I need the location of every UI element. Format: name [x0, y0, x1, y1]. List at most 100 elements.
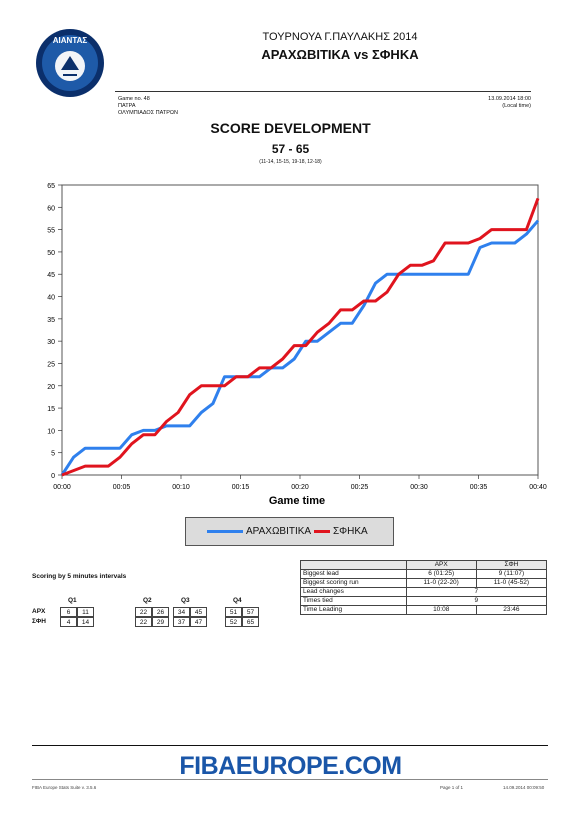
- stats-value-team-a: 6 (01:25): [405, 569, 477, 579]
- stats-header-team-a: ΑΡΧ: [405, 560, 477, 570]
- interval-team-label: ΣΦΗ: [32, 618, 46, 625]
- print-timestamp: 14.09.2014 00:09:50: [503, 785, 545, 790]
- y-tick-label: 60: [47, 205, 55, 212]
- series-line-team-a: [60, 219, 540, 476]
- local-time-note: (Local time): [502, 103, 531, 109]
- stats-label: Biggest scoring run: [300, 578, 407, 588]
- y-tick-label: 40: [47, 295, 55, 302]
- tournament-title: ΤΟΥΡΝΟΥΑ Γ.ΠΑΥΛΑΚΗΣ 2014: [262, 31, 418, 43]
- quarter-header: Q1: [68, 597, 77, 604]
- team-logo: ΑΙΑΝΤΑΣ: [36, 29, 104, 97]
- stats-row: Biggest scoring run 11-0 (22-20) 11-0 (4…: [300, 578, 548, 588]
- quarter-header: Q4: [233, 597, 242, 604]
- software-version: FIBA Europe Stats Suite v. 3.5.6: [32, 785, 97, 790]
- stats-value-team-b: 11-0 (45-52): [475, 578, 548, 588]
- stats-value-team-a: 10:08: [405, 605, 477, 615]
- intervals-title: Scoring by 5 minutes intervals: [32, 573, 127, 580]
- final-score: 57 - 65: [271, 142, 310, 156]
- legend-item-team-a: ΑΡΑΧΩΒΙΤΙΚΑ: [207, 526, 311, 537]
- y-tick-label: 15: [47, 406, 55, 413]
- interval-cell: 11: [77, 607, 94, 617]
- stats-value-team-b: 23:46: [475, 605, 548, 615]
- game-info: Game no. 48 ΠΑΤΡΑ ΟΛΥΜΠΙΑΔΟΣ ΠΑΤΡΩΝ: [118, 96, 178, 117]
- stats-label: Biggest lead: [300, 569, 407, 579]
- quarter-header: Q2: [143, 597, 152, 604]
- chart-legend: ΑΡΑΧΩΒΙΤΙΚΑ ΣΦΗΚΑ: [185, 517, 394, 546]
- interval-cell: 57: [242, 607, 259, 617]
- interval-cell: 52: [225, 617, 242, 627]
- stats-label: Times tied: [300, 596, 407, 606]
- legend-item-team-b: ΣΦΗΚΑ: [314, 526, 368, 537]
- legend-label-team-b: ΣΦΗΚΑ: [333, 526, 368, 537]
- interval-cell: 22: [135, 607, 152, 617]
- stats-row: Lead changes 7: [300, 587, 548, 597]
- y-tick-label: 5: [51, 451, 55, 458]
- x-tick-label: 00:40: [529, 484, 547, 491]
- footer-divider: [32, 745, 548, 746]
- interval-cell: 4: [60, 617, 77, 627]
- interval-cell: 22: [135, 617, 152, 627]
- fiba-europe-brand: FIBAEUROPE.COM: [179, 752, 402, 780]
- page-number: Page 1 of 1: [440, 785, 464, 790]
- interval-cell: 6: [60, 607, 77, 617]
- interval-cell: 47: [190, 617, 207, 627]
- stats-value-merged: 9: [405, 596, 548, 606]
- x-tick-label: 00:25: [351, 484, 369, 491]
- game-city: ΠΑΤΡΑ: [118, 103, 136, 109]
- interval-cell: 29: [152, 617, 169, 627]
- interval-team-label: ΑΡΧ: [32, 608, 46, 615]
- game-datetime: 13.09.2014 18:00: [488, 96, 531, 102]
- x-tick-label: 00:35: [470, 484, 488, 491]
- stats-row: Times tied 9: [300, 596, 548, 606]
- interval-cell: 51: [225, 607, 242, 617]
- logo-text: ΑΙΑΝΤΑΣ: [53, 36, 88, 45]
- stats-label: Time Leading: [300, 605, 407, 615]
- score-development-chart: 0 5 10 15 20 25 30 35 40 45 50 55 60 65 00:00 00:05 00:1…: [47, 183, 547, 507]
- x-tick-label: 00:00: [53, 484, 71, 491]
- y-tick-label: 35: [47, 317, 55, 324]
- stats-value-merged: 7: [405, 587, 548, 597]
- x-tick-label: 00:30: [410, 484, 428, 491]
- stats-label: Lead changes: [300, 587, 407, 597]
- game-venue: ΟΛΥΜΠΙΑΔΟΣ ΠΑΤΡΩΝ: [118, 110, 178, 116]
- x-axis-label: Game time: [269, 495, 325, 507]
- interval-cell: 37: [173, 617, 190, 627]
- y-tick-label: 25: [47, 361, 55, 368]
- series-line-team-b: [61, 197, 540, 477]
- interval-cell: 14: [77, 617, 94, 627]
- game-datetime-info: 13.09.2014 18:00 (Local time): [488, 96, 531, 110]
- interval-cell: 26: [152, 607, 169, 617]
- x-tick-label: 00:05: [113, 484, 131, 491]
- game-stats-table: ΑΡΧ ΣΦΗ Biggest lead 6 (01:25) 9 (11:07)…: [300, 560, 548, 615]
- y-tick-label: 10: [47, 428, 55, 435]
- plot-area: [61, 184, 539, 476]
- y-tick-label: 55: [47, 228, 55, 235]
- quarter-header: Q3: [181, 597, 190, 604]
- interval-cell: 34: [173, 607, 190, 617]
- y-tick-label: 45: [47, 272, 55, 279]
- interval-cell: 65: [242, 617, 259, 627]
- y-tick-label: 0: [51, 473, 55, 480]
- y-tick-label: 50: [47, 250, 55, 257]
- stats-header-blank: [300, 560, 407, 570]
- stats-header-team-b: ΣΦΗ: [475, 560, 548, 570]
- intervals-table: Q1 Q2 Q3 Q4 ΑΡΧ 6 11 22 26 34 45 51 57 ΣΦΗ 4 14 22 29 37 47…: [32, 597, 270, 637]
- legend-swatch-team-b: [314, 530, 330, 533]
- legend-label-team-a: ΑΡΑΧΩΒΙΤΙΚΑ: [246, 526, 312, 537]
- stats-value-team-a: 11-0 (22-20): [405, 578, 477, 588]
- y-tick-label: 65: [47, 183, 55, 190]
- x-tick-label: 00:20: [291, 484, 309, 491]
- stats-row: Time Leading 10:08 23:46: [300, 605, 548, 615]
- stats-value-team-b: 9 (11:07): [475, 569, 548, 579]
- header-divider: [115, 91, 531, 92]
- y-tick-label: 30: [47, 339, 55, 346]
- stats-row: Biggest lead 6 (01:25) 9 (11:07): [300, 569, 548, 579]
- period-scores: (11-14, 15-15, 19-18, 12-18): [259, 159, 322, 165]
- x-tick-label: 00:15: [232, 484, 250, 491]
- game-number: Game no. 48: [118, 96, 150, 102]
- interval-cell: 45: [190, 607, 207, 617]
- stats-header-row: ΑΡΧ ΣΦΗ: [300, 560, 548, 570]
- y-tick-label: 20: [47, 384, 55, 391]
- x-tick-label: 00:10: [172, 484, 190, 491]
- matchup-title: ΑΡΑΧΩΒΙΤΙΚΑ vs ΣΦΗΚΑ: [261, 47, 419, 62]
